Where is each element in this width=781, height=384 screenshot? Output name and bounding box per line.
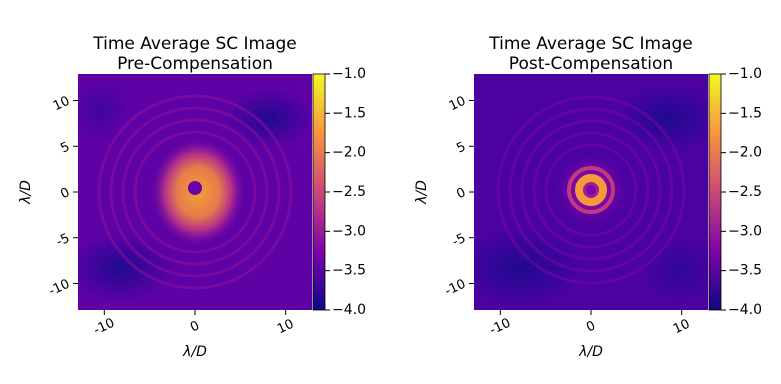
- colorbar-tick-label: −3.0: [332, 223, 366, 239]
- colorbar-tick-label: −1.0: [332, 66, 366, 82]
- y-axis-label: λ/D: [414, 180, 430, 205]
- y-tick-label: 0: [454, 185, 468, 202]
- image: [474, 74, 708, 310]
- y-tick-label: -5: [450, 231, 468, 250]
- y-tick-label: 10: [51, 94, 72, 115]
- colorbar-tick-label: −4.0: [332, 302, 366, 318]
- x-tick-label: -10: [488, 316, 514, 339]
- x-tick-label: 10: [275, 317, 296, 338]
- colorbar-tick-label: −2.5: [332, 184, 366, 200]
- x-axis-label: λ/D: [182, 344, 207, 360]
- colorbar-tick-label: −1.5: [728, 105, 762, 121]
- colorbar-tick-label: −3.5: [332, 263, 366, 279]
- x-tick-label: 0: [584, 318, 598, 335]
- chart-subtitle: Pre-Compensation: [117, 54, 273, 74]
- y-tick-label: -10: [47, 277, 73, 300]
- colorbar-tick-label: −4.0: [728, 302, 762, 318]
- colorbar: [312, 73, 326, 311]
- chart-subtitle: Post-Compensation: [509, 54, 673, 74]
- x-axis-label: λ/D: [578, 344, 603, 360]
- y-tick-label: 5: [58, 139, 72, 156]
- colorbar-tick-label: −3.5: [728, 263, 762, 279]
- y-tick-label: 5: [454, 139, 468, 156]
- x-tick-label: -10: [92, 316, 118, 339]
- colorbar: [708, 73, 722, 311]
- image: [78, 74, 312, 310]
- colorbar-tick-label: −2.0: [728, 145, 762, 161]
- x-tick-label: 0: [188, 318, 202, 335]
- y-tick-label: 0: [58, 185, 72, 202]
- chart-title: Time Average SC Image: [92, 34, 297, 54]
- colorbar-tick-label: −1.5: [332, 105, 366, 121]
- colorbar-tick-label: −2.5: [728, 184, 762, 200]
- y-axis-label: λ/D: [18, 180, 34, 205]
- colorbar-tick-label: −3.0: [728, 223, 762, 239]
- y-tick-label: 10: [447, 94, 468, 115]
- colorbar-tick-label: −1.0: [728, 66, 762, 82]
- y-tick-label: -10: [443, 277, 469, 300]
- y-tick-label: -5: [54, 231, 72, 250]
- chart-title: Time Average SC Image: [488, 34, 693, 54]
- x-tick-label: 10: [671, 317, 692, 338]
- colorbar-tick-label: −2.0: [332, 145, 366, 161]
